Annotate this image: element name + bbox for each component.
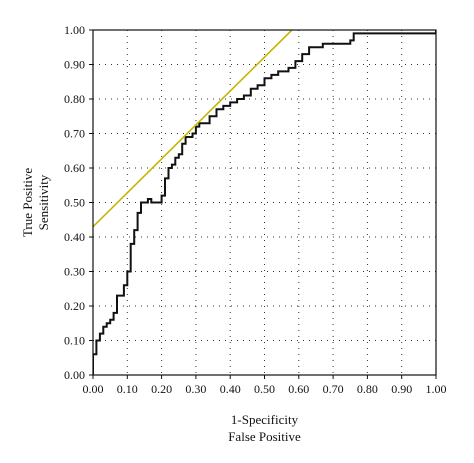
x-tick-label: 0.60 <box>288 382 309 396</box>
chart-series <box>93 30 436 375</box>
y-tick-label: 0.50 <box>64 196 85 210</box>
y-tick-label: 0.20 <box>64 299 85 313</box>
x-tick-label: 0.40 <box>220 382 241 396</box>
x-axis-title-line2: False Positive <box>228 429 301 444</box>
x-tick-label: 0.20 <box>151 382 172 396</box>
x-tick-label: 0.70 <box>323 382 344 396</box>
x-tick-label: 0.90 <box>391 382 412 396</box>
x-tick-label: 0.80 <box>357 382 378 396</box>
x-tick-label: 0.50 <box>254 382 275 396</box>
y-tick-label: 0.90 <box>64 58 85 72</box>
y-tick-label: 0.80 <box>64 92 85 106</box>
x-tick-label: 0.30 <box>185 382 206 396</box>
y-tick-label: 0.10 <box>64 334 85 348</box>
x-tick-label: 0.00 <box>83 382 104 396</box>
y-axis-title-line2: Sensitivity <box>36 174 51 230</box>
x-tick-label: 1.00 <box>426 382 447 396</box>
y-tick-label: 0.60 <box>64 161 85 175</box>
y-tick-label: 0.00 <box>64 368 85 382</box>
y-tick-label: 0.70 <box>64 127 85 141</box>
x-axis-title-line1: 1-Specificity <box>231 412 299 427</box>
y-tick-label: 0.30 <box>64 265 85 279</box>
y-tick-label: 0.40 <box>64 230 85 244</box>
y-tick-label: 1.00 <box>64 23 85 37</box>
y-axis-title-line1: True Positive <box>20 168 35 237</box>
chart-ticks: 0.00 0.10 0.20 0.30 0.40 0.50 0.60 0.70 0.80 0.90… <box>64 23 447 396</box>
reference-line <box>93 30 293 228</box>
x-tick-label: 0.10 <box>117 382 138 396</box>
roc-curve-line <box>93 30 436 375</box>
